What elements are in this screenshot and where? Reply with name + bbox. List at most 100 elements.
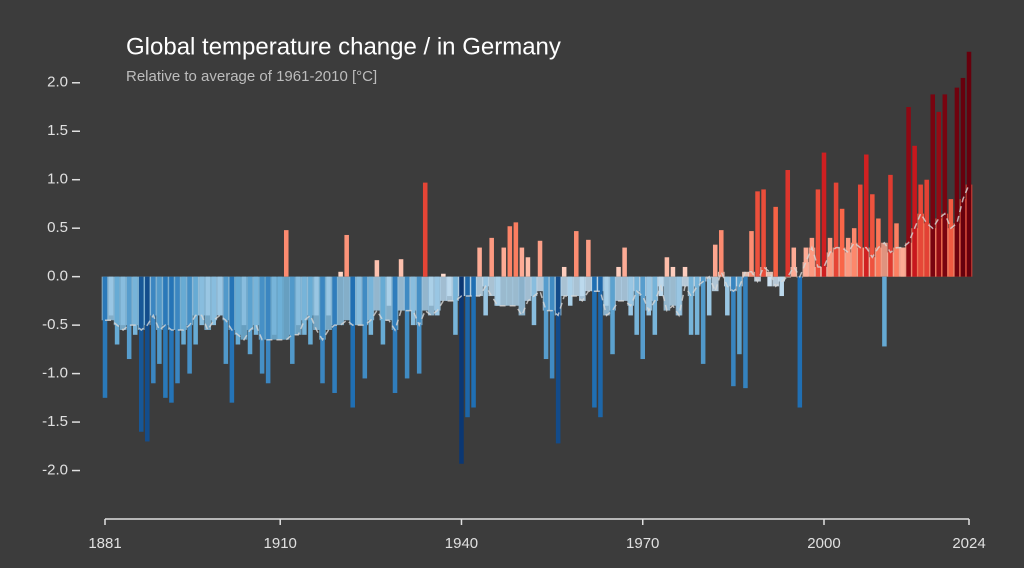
germany-bar [918, 184, 923, 277]
germany-bar [894, 223, 899, 277]
germany-bar [386, 276, 392, 306]
germany-bar [815, 189, 821, 277]
germany-bar [652, 276, 658, 335]
germany-bar [429, 276, 434, 306]
germany-bar [459, 276, 464, 464]
germany-bar [513, 222, 519, 277]
x-tick-label: 1881 [88, 535, 121, 552]
germany-bar [610, 276, 615, 355]
germany-bar [574, 231, 579, 277]
germany-bar [193, 276, 198, 345]
global-bar [711, 276, 719, 292]
germany-bar [435, 276, 440, 316]
germany-bar [247, 276, 253, 355]
germany-bar [453, 276, 458, 335]
germany-bar [199, 276, 204, 326]
germany-bar [882, 276, 887, 347]
germany-bar [120, 276, 126, 326]
germany-bar [803, 247, 809, 277]
germany-bar [761, 189, 766, 277]
global-bar [560, 276, 568, 297]
germany-bar [108, 276, 114, 316]
global-bar [754, 276, 761, 282]
germany-bar [924, 179, 929, 277]
germany-bar [356, 276, 362, 326]
germany-bar [151, 276, 156, 384]
germany-bar [960, 77, 966, 277]
global-bar [343, 276, 350, 321]
germany-bar [936, 111, 942, 277]
germany-bar [163, 276, 168, 398]
germany-bar [839, 208, 845, 277]
germany-bar [217, 276, 223, 316]
germany-bar [773, 206, 778, 277]
germany-bar [404, 276, 410, 379]
x-tick-label: 1910 [264, 535, 297, 552]
germany-bar [362, 276, 368, 379]
germany-bar [265, 276, 271, 384]
germany-bar [604, 276, 609, 306]
x-tick-label: 1940 [445, 535, 478, 552]
germany-bar [779, 276, 784, 297]
germany-bar [676, 276, 682, 316]
germany-bar [694, 276, 700, 335]
germany-bar [477, 247, 482, 277]
y-tick-label: -1.5 [42, 413, 68, 430]
global-bar [488, 276, 496, 297]
germany-bar [308, 276, 313, 345]
germany-bar [175, 276, 180, 384]
y-tick-label: -2.0 [42, 461, 68, 478]
germany-bar [845, 237, 851, 277]
germany-bar [229, 276, 235, 403]
germany-bar [507, 226, 513, 277]
global-bar [615, 276, 622, 301]
germany-bar [271, 276, 277, 335]
germany-bar [102, 276, 108, 398]
y-tick-label: 0.0 [47, 268, 68, 285]
germany-bar [731, 276, 736, 387]
global-bar [663, 276, 671, 311]
germany-bar [900, 247, 905, 277]
germany-bar [948, 199, 954, 277]
germany-bar [670, 266, 676, 277]
germany-bar [501, 247, 507, 277]
germany-bar [410, 276, 416, 326]
germany-bar [338, 271, 343, 277]
global-bar [772, 276, 779, 287]
germany-bar [634, 276, 639, 335]
global-bar [440, 276, 447, 301]
germany-bar [374, 260, 380, 277]
x-tick-label: 2000 [807, 535, 840, 552]
germany-bar [743, 276, 748, 389]
germany-bar [326, 276, 331, 316]
global-line [105, 184, 970, 342]
germany-bar [598, 276, 603, 418]
global-bar [421, 276, 429, 311]
germany-bar [114, 276, 120, 345]
germany-bar [483, 276, 488, 316]
y-tick-label: 0.5 [47, 219, 68, 236]
germany-bar [640, 276, 645, 360]
germany-bar [422, 182, 428, 277]
germany-bar [380, 276, 386, 345]
global-bar [500, 276, 508, 306]
global-bar [397, 276, 405, 311]
germany-bar [398, 259, 404, 277]
germany-bar [954, 87, 960, 277]
germany-bar [555, 276, 561, 444]
global-bar [506, 276, 514, 306]
global-bar [585, 276, 592, 292]
germany-bar [447, 276, 452, 297]
germany-bar [489, 237, 494, 277]
germany-bar [930, 94, 936, 277]
chart-subtitle: Relative to average of 1961-2010 [°C] [126, 68, 377, 85]
germany-bar [235, 276, 241, 345]
global-bar [476, 276, 483, 297]
germany-bar [586, 239, 591, 277]
germany-bar [749, 231, 754, 277]
germany-bar [543, 276, 549, 360]
global-bar [742, 271, 749, 277]
germany-bar [809, 237, 815, 277]
germany-bar [211, 276, 217, 326]
